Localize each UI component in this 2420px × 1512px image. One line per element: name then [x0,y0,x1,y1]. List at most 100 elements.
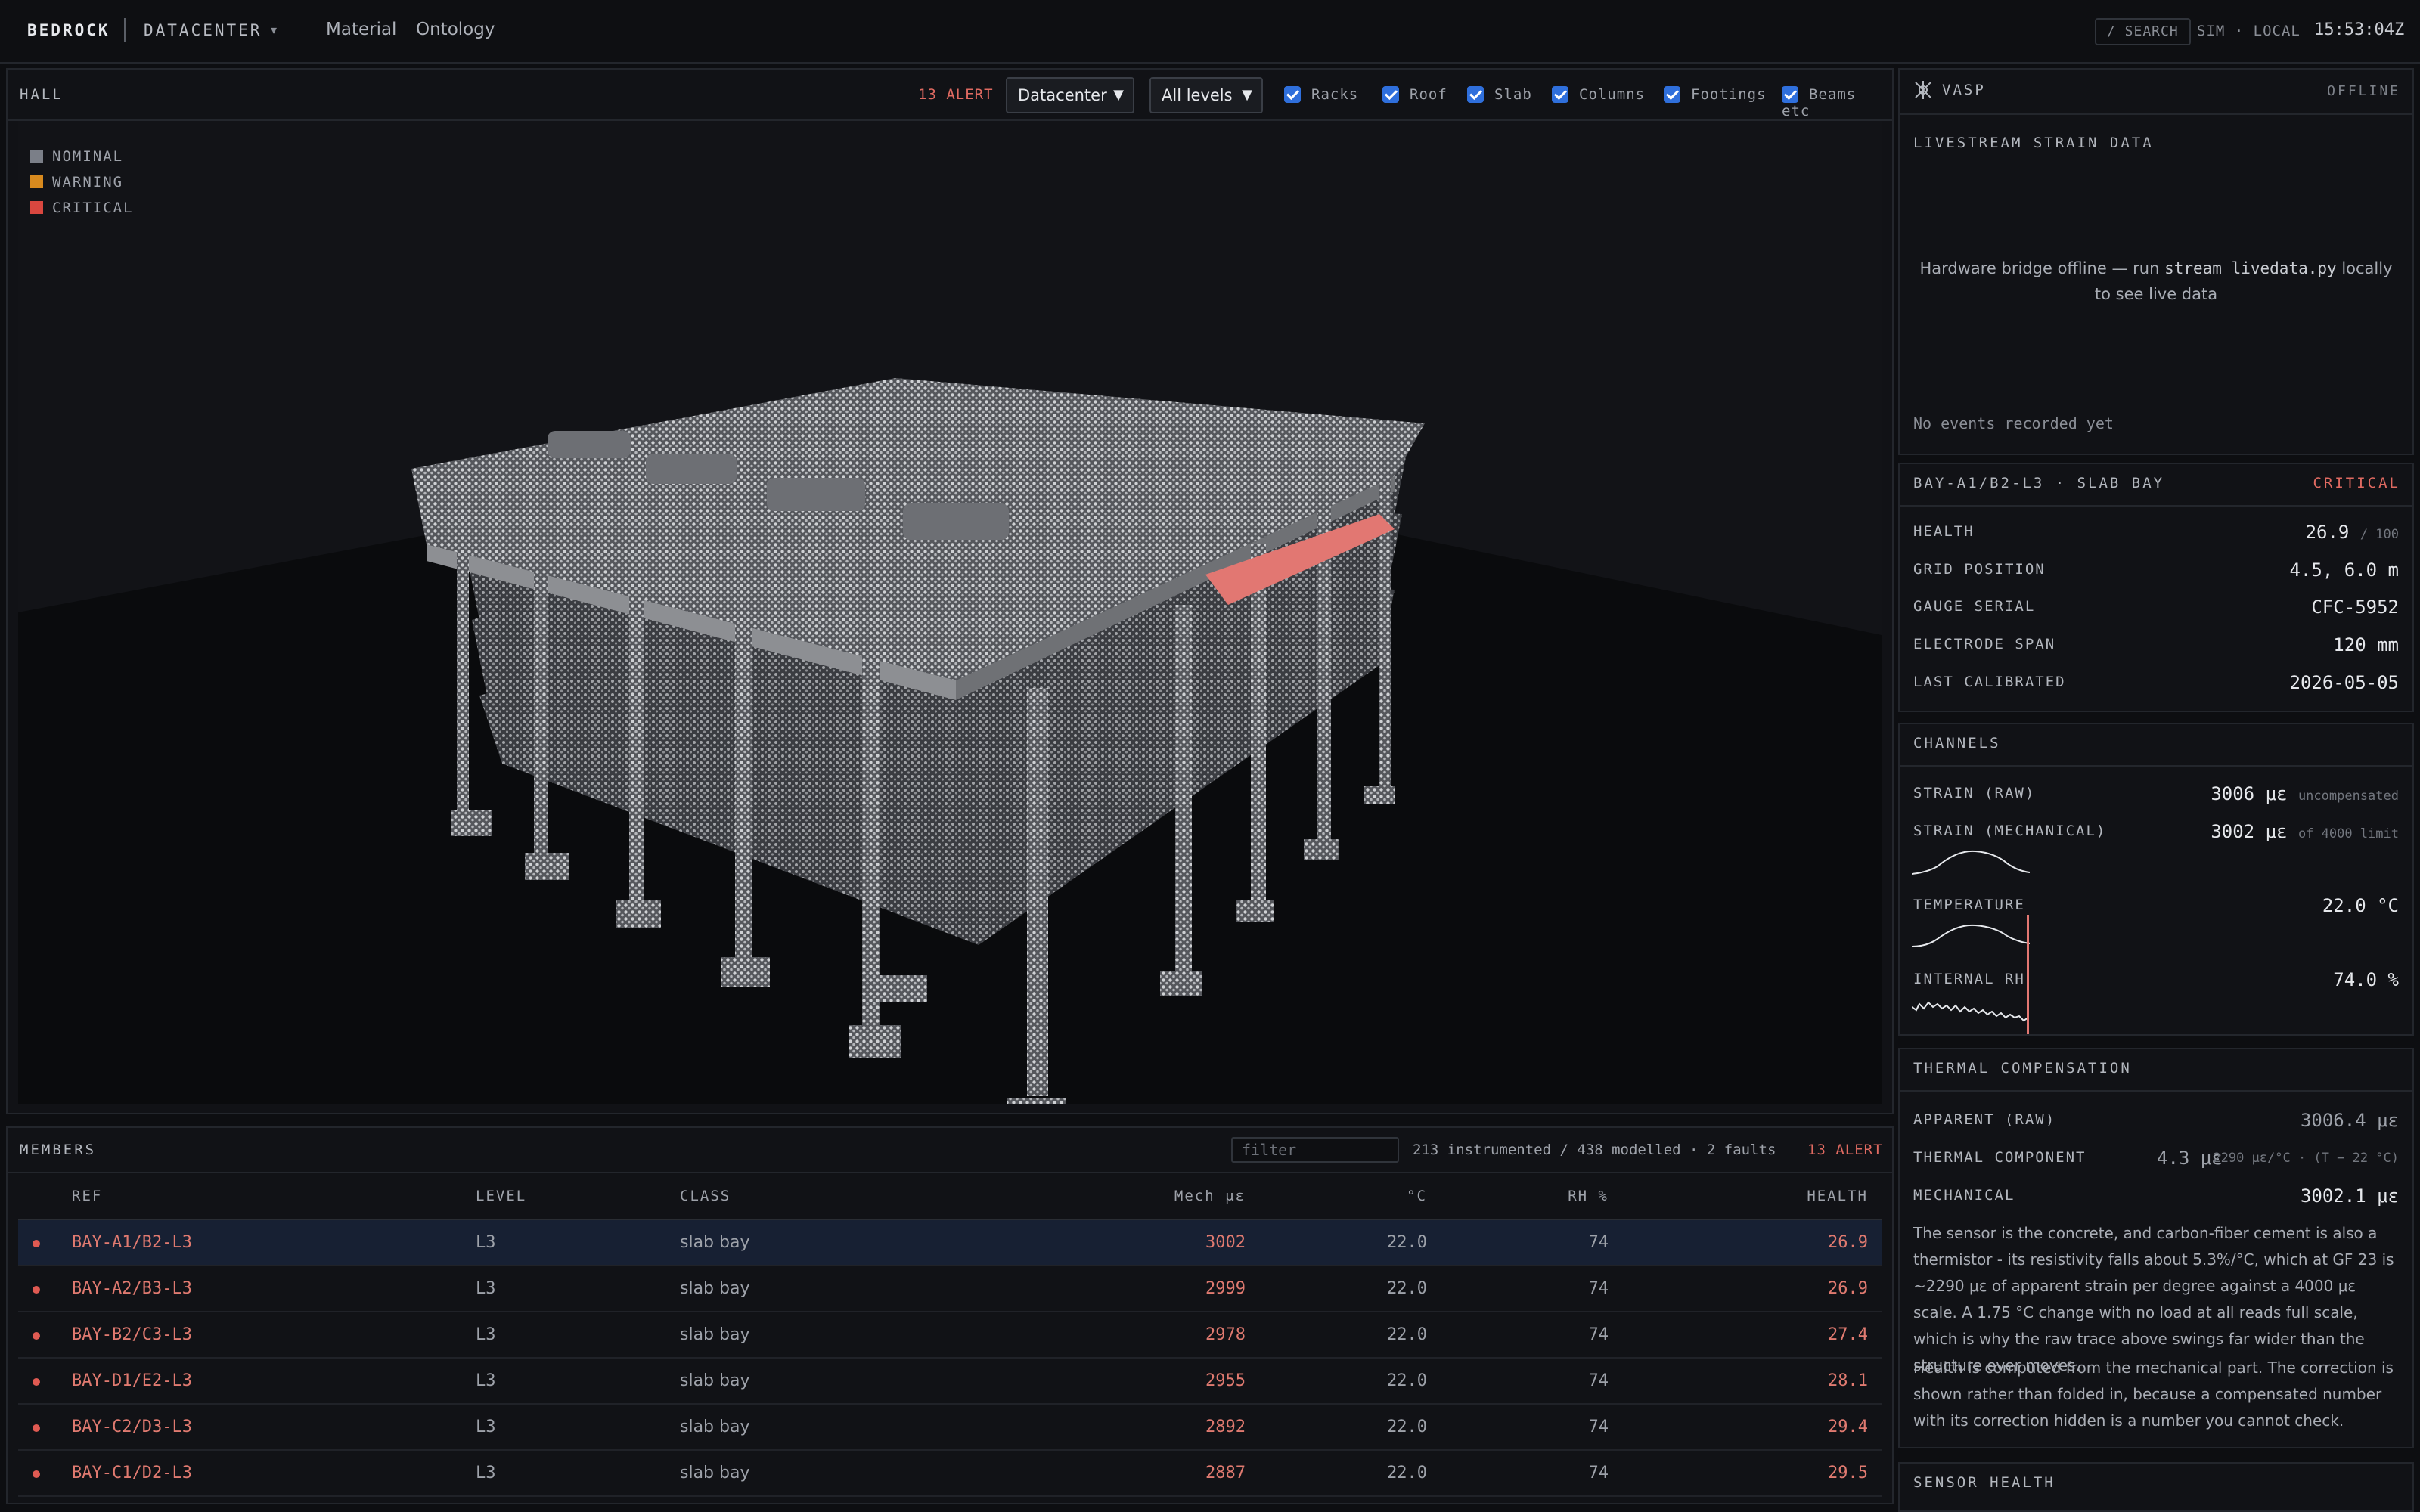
thermal-explanation: The sensor is the concrete, and carbon-f… [1913,1224,2394,1374]
vasp-logo-icon [1913,80,1933,100]
legend-nominal: NOMINAL [30,148,134,174]
checkbox-icon[interactable] [1552,86,1568,103]
kv-electrode-span: ELECTRODE SPAN 120 mm [1913,634,2399,658]
kv-value: 4.5, 6.0 m [2289,559,2400,581]
point-cloud-model[interactable] [18,121,1882,1104]
layer-toggle-roof[interactable]: Roof [1382,86,1447,103]
checkbox-icon[interactable] [1664,86,1680,103]
channels-title: CHANNELS [1913,735,2001,751]
layer-toggle-slab[interactable]: Slab [1467,86,1532,103]
checkbox-icon[interactable] [1284,86,1301,103]
nav-ontology[interactable]: Ontology [416,20,495,39]
kv-label: THERMAL COMPONENT [1913,1149,2086,1166]
table-row[interactable]: BAY-B2/C3-L3 L3 slab bay 2978 22.0 74 27… [18,1312,1882,1359]
row-ref: BAY-C2/D3-L3 [71,1404,475,1451]
nav-material[interactable]: Material [326,20,397,39]
row-ref: BAY-B2/C3-L3 [71,1312,475,1359]
members-title: MEMBERS [20,1142,97,1158]
chevron-down-icon: ▼ [1242,87,1252,103]
col-ref[interactable]: REF [71,1173,475,1220]
row-temp: 22.0 [1246,1404,1428,1451]
table-header: REF LEVEL CLASS Mech με °C RH % HEALTH [18,1173,1882,1220]
site-select[interactable]: Datacenter ▼ [1006,77,1134,113]
critical-slab-bay[interactable] [1205,514,1395,605]
members-toolbar: MEMBERS filter 213 instrumented / 438 mo… [8,1128,1892,1173]
row-mech: 2955 [997,1358,1246,1405]
columns [457,469,1392,1096]
row-class: slab bay [679,1219,997,1266]
swatch [30,201,43,214]
events-empty: No events recorded yet [1913,414,2114,432]
col-health[interactable]: HEALTH [1609,1173,1882,1220]
col-mech[interactable]: Mech με [997,1173,1246,1220]
hall-alert-badge[interactable]: 13 ALERT [918,86,994,103]
legend-warning: WARNING [30,174,134,200]
members-alert-badge[interactable]: 13 ALERT [1807,1142,1883,1158]
3d-viewport[interactable]: NOMINAL WARNING CRITICAL [18,121,1882,1104]
row-mech: 2892 [997,1404,1246,1451]
level-select[interactable]: All levels ▼ [1150,77,1263,113]
row-level: L3 [475,1404,679,1451]
kv-grid-position: GRID POSITION 4.5, 6.0 m [1913,559,2400,584]
filter-input[interactable]: filter [1231,1137,1399,1163]
checkbox-icon[interactable] [1467,86,1484,103]
legend-label: NOMINAL [52,148,124,165]
kv-label: TEMPERATURE [1913,897,2025,913]
row-health: 28.1 [1609,1358,1882,1405]
detail-status-badge: CRITICAL [2313,475,2400,491]
kv-label: GAUGE SERIAL [1913,598,2036,615]
vasp-panel: VASP OFFLINE LIVESTREAM STRAIN DATA Hard… [1898,68,2414,455]
row-mech: 3002 [997,1219,1246,1266]
temperature-sparkline [1912,924,2031,947]
offline-message-text: Hardware bridge offline — run [1919,259,2165,277]
hall-toolbar: HALL 13 ALERT Datacenter ▼ All levels ▼ Ra… [8,70,1892,121]
row-ref: BAY-D1/E2-L3 [71,1358,475,1405]
layer-toggle-beams[interactable]: Beams etc [1782,86,1892,119]
col-level[interactable]: LEVEL [475,1173,679,1220]
chevron-down-icon[interactable]: ▾ [271,23,278,37]
row-mech: 2999 [997,1266,1246,1312]
layer-toggle-racks[interactable]: Racks [1284,86,1358,103]
chevron-down-icon: ▼ [1113,87,1124,103]
row-temp: 22.0 [1246,1312,1428,1359]
col-rh[interactable]: RH % [1428,1173,1609,1220]
row-health: 29.4 [1609,1404,1882,1451]
kv-value: 3006.4 με [2300,1110,2399,1131]
row-level: L3 [475,1219,679,1266]
table-row[interactable]: BAY-C1/D2-L3 L3 slab bay 2887 22.0 74 29… [18,1450,1882,1497]
channel-internal-rh: INTERNAL RH 74.0 % [1913,969,2399,993]
level-select-value: All levels [1162,86,1233,104]
kv-label: MECHANICAL [1913,1187,2015,1204]
layer-toggle-footings[interactable]: Footings [1664,86,1767,103]
status-dot [18,1358,71,1405]
channels-panel: CHANNELS STRAIN (RAW) 3006 με uncompensat… [1898,723,2414,1036]
brand-divider [124,18,126,42]
col-temp[interactable]: °C [1246,1173,1428,1220]
kv-value: 3002.1 με [2300,1185,2399,1207]
layer-label: Beams etc [1782,86,1857,119]
checkbox-icon[interactable] [1782,86,1798,103]
col-class[interactable]: CLASS [679,1173,997,1220]
cursor-marker[interactable] [2027,915,2029,1034]
workspace-switcher[interactable]: DATACENTER [144,21,262,39]
legend-critical: CRITICAL [30,200,134,225]
table-row[interactable]: BAY-A2/B3-L3 L3 slab bay 2999 22.0 74 26… [18,1266,1882,1312]
kv-label: GRID POSITION [1913,561,2046,578]
row-health: 26.9 [1609,1219,1882,1266]
table-row[interactable]: BAY-D1/E2-L3 L3 slab bay 2955 22.0 74 28… [18,1358,1882,1405]
brand-logo[interactable]: BEDROCK [27,21,110,39]
top-bar: BEDROCK DATACENTER ▾ Material Ontology /… [0,0,2420,64]
table-row[interactable]: BAY-C2/D3-L3 L3 slab bay 2892 22.0 74 29… [18,1404,1882,1451]
row-health: 27.4 [1609,1312,1882,1359]
layer-toggle-columns[interactable]: Columns [1552,86,1645,103]
checkbox-icon[interactable] [1382,86,1399,103]
row-class: slab bay [679,1450,997,1497]
search-button[interactable]: / SEARCH [2095,18,2191,45]
status-dot [18,1266,71,1312]
sensor-health-title: SENSOR HEALTH [1913,1474,2055,1491]
row-health: 29.5 [1609,1450,1882,1497]
table-row[interactable]: BAY-A1/B2-L3 L3 slab bay 3002 22.0 74 26… [18,1219,1882,1266]
hall-title: HALL [20,86,64,103]
kv-label: LAST CALIBRATED [1913,674,2066,690]
layer-label: Slab [1494,86,1532,103]
